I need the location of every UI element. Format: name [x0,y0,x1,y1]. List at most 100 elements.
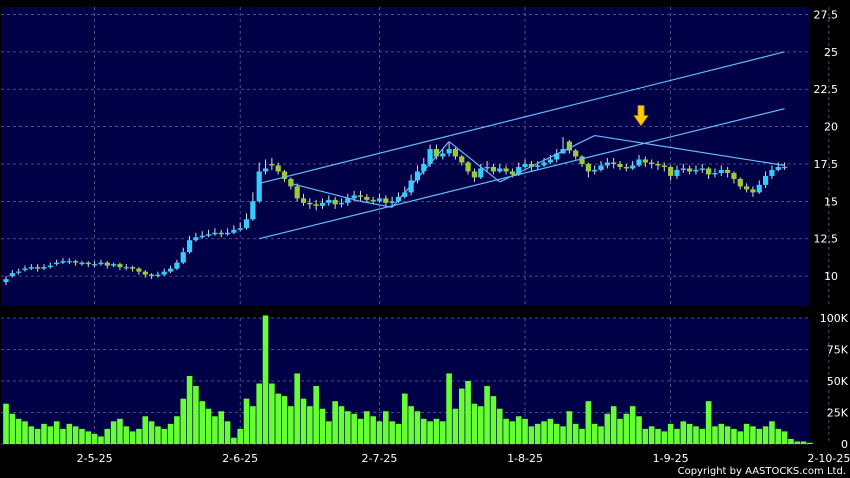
volume-bar [534,423,541,444]
volume-bar [680,421,687,444]
candle-body [130,267,136,269]
volume-bar [661,431,668,444]
volume-bar [636,416,642,444]
volume-bar [655,428,661,444]
candle-body [370,199,376,202]
x-tick-label: 2-6-25 [222,452,258,465]
volume-bar [503,418,509,444]
volume-bar [509,421,516,444]
volume-bar [307,406,313,444]
candle-body [123,267,129,269]
candle-body [174,262,180,269]
candle-body [364,196,370,200]
volume-bar [294,373,300,444]
volume-bar [781,431,788,444]
volume-bar [300,398,307,444]
volume-bar [414,411,421,444]
volume-bar [212,416,218,444]
candle-body [237,228,243,230]
volume-bar [591,423,598,444]
copyright-text: Copyright by AASTOCKS.com Ltd. [678,466,846,477]
candle-body [655,163,661,166]
candle-body [180,252,186,263]
volume-tick-label: 75K [827,344,849,357]
candle-body [250,201,256,220]
candle-body [750,189,756,193]
volume-bar [319,408,326,444]
volume-bar [142,416,149,444]
y-tick-label: 10 [824,270,838,283]
candle-body [598,165,604,170]
volume-bar [161,428,168,444]
volume-bar [110,421,117,444]
candle-body [668,166,674,176]
candle-body [636,159,642,166]
volume-bar [807,442,813,444]
volume-bar [53,421,60,444]
candle-body [28,267,34,269]
candle-body [478,168,484,178]
candle-body [781,166,788,169]
candle-body [535,165,541,167]
volume-bar [66,423,73,444]
volume-tick-label: 25K [827,407,849,420]
y-tick-label: 20 [824,121,838,134]
candle-body [737,178,743,187]
candlesticks [3,137,788,286]
marker-arrow [633,105,649,127]
volume-bar [439,421,446,444]
volume-bar [79,428,85,444]
candle-body [186,240,193,253]
candle-body [611,162,617,164]
volume-bar [389,421,395,444]
volume-bars [3,315,813,444]
candle-body [60,261,66,263]
volume-bar [642,428,649,444]
candle-body [288,178,294,187]
trendline [259,51,785,184]
candle-body [136,268,142,272]
candle-body [41,267,47,269]
candle-body [775,166,781,170]
y-tick-label: 27.5 [814,8,839,21]
price-panel [1,7,810,306]
candle-body [718,169,724,173]
volume-bar [458,388,465,444]
candle-body [351,195,357,199]
candle-body [604,162,610,166]
trendline [448,141,501,183]
volume-bar [705,401,712,444]
volume-bar [326,421,332,444]
candle-body [307,202,313,205]
candle-body [16,271,22,273]
candle-body [73,261,79,263]
volume-bar [281,396,288,444]
volume-bar [433,418,440,444]
candle-body [414,171,421,181]
volume-bar [3,403,9,444]
candle-body [433,149,440,157]
volume-bar [148,421,155,444]
candle-body [402,192,408,197]
candle-body [275,165,281,172]
volume-bar [250,406,256,444]
volume-bar [186,375,193,444]
candle-body [161,271,167,275]
candle-body [674,169,680,176]
volume-bar [41,423,47,444]
candle-body [92,264,98,266]
candle-body [167,268,174,272]
volume-bar [788,438,794,444]
candle-body [9,273,15,277]
volume-bar [674,428,680,444]
volume-bar [9,413,16,444]
volume-bar [332,401,338,444]
volume-bar [180,398,187,444]
volume-bar [22,421,28,444]
volume-bar [452,408,459,444]
volume-bar [28,426,35,444]
candle-body [294,186,300,199]
volume-bar [496,408,503,444]
volume-bar [743,423,750,444]
volume-tick-label: 50K [827,375,849,388]
